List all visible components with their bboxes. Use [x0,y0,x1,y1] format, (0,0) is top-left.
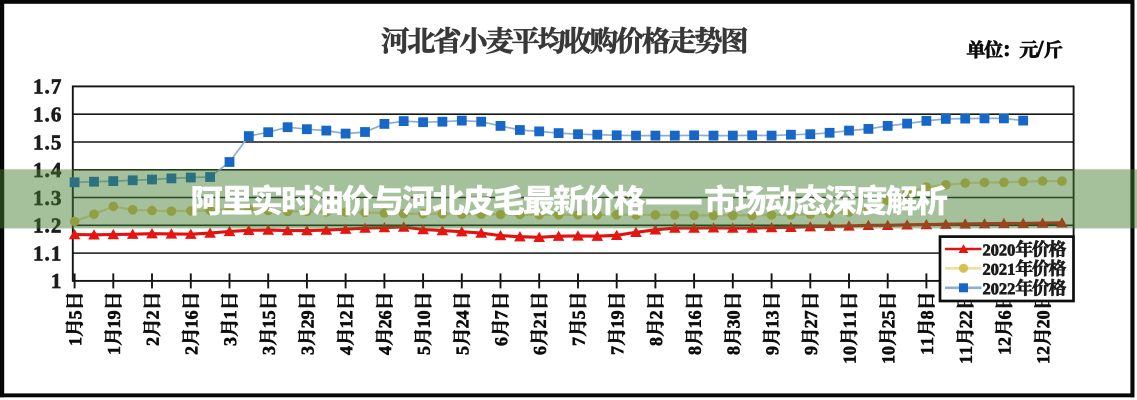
svg-text:1.6: 1.6 [33,103,63,127]
svg-text:1.2: 1.2 [33,214,63,238]
svg-text:1.5: 1.5 [33,130,63,154]
svg-text:1.7: 1.7 [33,75,63,99]
svg-text:1: 1 [51,269,63,293]
svg-text:1.1: 1.1 [33,241,63,265]
svg-text:1.4: 1.4 [33,158,63,182]
svg-text:1.3: 1.3 [33,186,63,210]
